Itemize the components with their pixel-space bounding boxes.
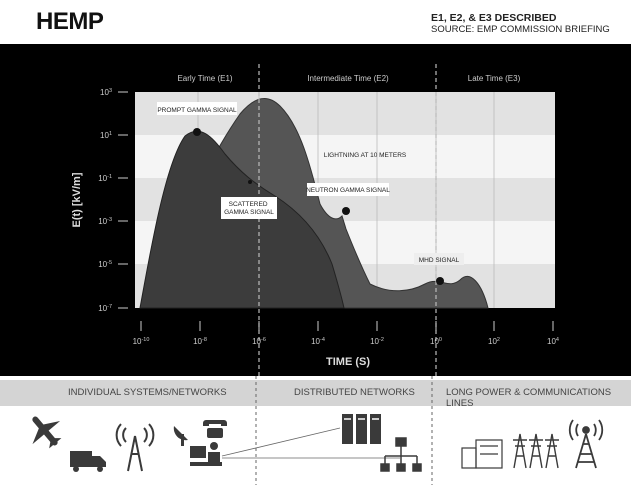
- y-tick-label: 10-1: [98, 174, 112, 183]
- neutron-gamma-point: [342, 207, 350, 215]
- y-tick-label: 103: [100, 88, 112, 97]
- category-individual: INDIVIDUAL SYSTEMS/NETWORKS: [68, 387, 227, 398]
- satellite-dish-icon: [173, 426, 188, 446]
- x-axis-ticks: [140, 321, 554, 331]
- x-tick-label: 10-2: [370, 337, 384, 346]
- truck-icon: [70, 451, 106, 472]
- y-tick-label: 10-3: [98, 217, 112, 226]
- telephone-icon: [203, 420, 227, 438]
- prompt-gamma-area: [139, 130, 345, 309]
- category-distributed: DISTRIBUTED NETWORKS: [294, 387, 415, 398]
- prompt-gamma-point: [193, 128, 201, 136]
- system-categories: INDIVIDUAL SYSTEMS/NETWORKS DISTRIBUTED …: [0, 376, 631, 485]
- subtitle-line-2: SOURCE: EMP COMMISSION BRIEFING: [431, 24, 610, 35]
- y-axis-label: E(t) [kV/m]: [71, 172, 83, 227]
- page-subtitle: E1, E2, & E3 DESCRIBED SOURCE: EMP COMMI…: [431, 12, 610, 36]
- network-lines: [221, 427, 400, 459]
- region-label-e3: Late Time (E3): [468, 74, 521, 83]
- category-band: [0, 380, 631, 406]
- annotation-box-neutron: [307, 183, 389, 196]
- y-axis-ticks: [118, 91, 128, 309]
- x-tick-label: 10-4: [311, 337, 325, 346]
- network-tree-icon: [380, 437, 422, 472]
- transmission-tower-icon: [513, 433, 559, 469]
- annotation-prompt-gamma: PROMPT GAMMA SIGNAL: [157, 107, 237, 114]
- x-tick-label: 10-6: [252, 337, 266, 346]
- power-plant-icon: [461, 439, 503, 469]
- y-tick-labels: 103 101 10-1 10-3 10-5 10-7: [98, 88, 112, 313]
- page-title: HEMP: [36, 8, 104, 35]
- annotation-scattered-gamma: SCATTERED GAMMA SIGNAL: [224, 201, 274, 216]
- region-label-e1: Early Time (E1): [177, 74, 232, 83]
- computer-user-icon: [190, 442, 222, 466]
- airplane-icon: [32, 416, 62, 449]
- x-tick-labels: 10-10 10-8 10-6 10-4 10-2 100 102 104: [133, 337, 559, 346]
- x-axis-label: TIME (S): [326, 356, 370, 368]
- server-rack-icon: [342, 414, 381, 444]
- cell-tower-icon: [568, 419, 604, 469]
- subtitle-line-1: E1, E2, & E3 DESCRIBED: [431, 12, 557, 24]
- radio-tower-icon: [115, 423, 155, 472]
- x-tick-label: 100: [430, 337, 442, 346]
- annotation-box-mhd: [414, 253, 464, 265]
- category-long-lines: LONG POWER & COMMUNICATIONS LINES: [446, 387, 612, 409]
- x-tick-label: 102: [488, 337, 500, 346]
- annotation-mhd: MHD SIGNAL: [419, 257, 460, 264]
- category-icons: [32, 376, 604, 485]
- chart-panel: Early Time (E1) Intermediate Time (E2) L…: [0, 44, 631, 376]
- y-tick-label: 10-5: [98, 260, 112, 269]
- annotation-scattered-line: GAMMA SIGNAL: [224, 209, 274, 216]
- x-tick-label: 10-8: [193, 337, 207, 346]
- x-tick-label: 10-10: [133, 337, 150, 346]
- mhd-point: [436, 277, 444, 285]
- annotation-lightning: LIGHTNING AT 10 METERS: [324, 152, 407, 159]
- region-label-e2: Intermediate Time (E2): [307, 74, 389, 83]
- x-tick-label: 104: [547, 337, 559, 346]
- hemp-chart: Early Time (E1) Intermediate Time (E2) L…: [71, 64, 559, 376]
- annotation-box-scattered: [221, 197, 277, 219]
- scattered-gamma-point: [248, 180, 252, 184]
- annotation-scattered-line: SCATTERED: [229, 201, 268, 208]
- y-tick-label: 101: [100, 131, 112, 140]
- annotation-box-prompt: [157, 102, 237, 115]
- y-tick-label: 10-7: [98, 304, 112, 313]
- annotation-neutron-gamma: NEUTRON GAMMA SIGNAL: [306, 187, 390, 194]
